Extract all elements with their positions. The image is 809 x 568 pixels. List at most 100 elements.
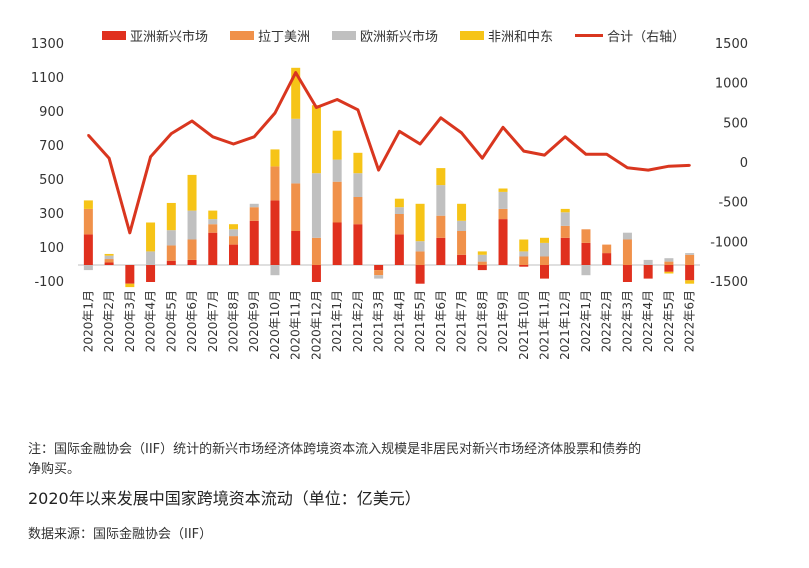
x-tick-3: 2020年4月 (144, 290, 158, 352)
bar-s2-14 (374, 275, 384, 279)
bar-s3-11 (311, 105, 321, 174)
bar-s0-2 (125, 265, 135, 284)
total-point-2 (128, 231, 132, 235)
legend-label-mea: 非洲和中东 (488, 30, 554, 45)
bar-s0-15 (394, 234, 404, 265)
total-point-29 (688, 164, 691, 167)
bar-s1-1 (104, 259, 114, 263)
x-tick-29: 2022年6月 (683, 290, 697, 352)
legend-swatch-asia (102, 31, 126, 40)
x-tick-5: 2020年6月 (185, 290, 199, 352)
bar-s1-4 (166, 245, 176, 261)
bar-s0-19 (477, 265, 487, 271)
y-right-tick-2: 500 (723, 116, 748, 131)
bar-s3-22 (540, 237, 549, 243)
x-tick-1: 2020年2月 (102, 290, 116, 352)
bar-s1-24 (581, 229, 591, 243)
y-right-tick-6: -1500 (710, 275, 748, 290)
bar-s1-18 (457, 231, 467, 255)
y-left-tick-0: 1300 (31, 37, 64, 52)
total-point-8 (253, 135, 256, 139)
bar-s3-1 (104, 253, 114, 256)
x-tick-26: 2022年3月 (620, 290, 634, 352)
bar-s0-27 (643, 265, 653, 279)
x-tick-18: 2021年7月 (455, 290, 469, 352)
bar-s3-21 (519, 239, 529, 252)
total-point-16 (418, 142, 422, 146)
y-left-tick-5: 300 (39, 207, 64, 222)
total-point-22 (543, 153, 546, 157)
bar-s0-18 (457, 254, 467, 265)
bar-s2-21 (519, 251, 529, 257)
bar-s0-13 (353, 224, 363, 265)
bar-s3-20 (498, 188, 508, 192)
bar-s1-11 (311, 237, 321, 265)
bar-s3-3 (146, 222, 156, 252)
bar-s3-5 (187, 174, 197, 211)
bar-s2-15 (394, 207, 404, 214)
total-point-10 (294, 71, 297, 74)
x-tick-16: 2021年5月 (413, 290, 427, 352)
y-left-tick-2: 900 (39, 105, 64, 120)
total-point-13 (356, 108, 360, 112)
bar-s2-4 (166, 230, 176, 246)
x-tick-7: 2020年8月 (227, 290, 241, 352)
y-right-tick-1: 1000 (715, 77, 748, 92)
bar-s2-10 (291, 118, 301, 184)
x-tick-12: 2021年1月 (330, 290, 344, 352)
bar-s1-12 (332, 181, 342, 223)
bar-s2-17 (436, 185, 446, 216)
bar-s1-10 (291, 183, 301, 231)
bar-s0-8 (249, 220, 259, 265)
bar-s0-26 (622, 265, 632, 282)
bar-s0-1 (104, 262, 114, 265)
bar-s0-12 (332, 222, 342, 265)
bar-s0-23 (560, 237, 570, 265)
bar-s0-14 (374, 265, 384, 271)
bar-s1-20 (498, 208, 508, 220)
bar-s2-19 (477, 254, 487, 262)
total-point-27 (646, 168, 650, 172)
total-point-18 (460, 131, 463, 135)
total-point-3 (149, 155, 152, 158)
x-tick-25: 2022年2月 (600, 290, 614, 352)
x-tick-9: 2020年10月 (268, 290, 282, 360)
bar-s0-21 (519, 265, 529, 267)
legend-item-asia: 亚洲新兴市场 (102, 26, 208, 45)
total-point-23 (564, 135, 567, 139)
legend-item-latam: 拉丁美洲 (230, 26, 310, 45)
bar-s0-24 (581, 242, 591, 265)
legend-item-total: 合计（右轴） (575, 26, 685, 45)
bar-s0-6 (208, 232, 218, 265)
bar-s2-13 (353, 173, 363, 197)
chart-source: 数据来源：国际金融协会（IIF） (28, 527, 213, 542)
total-point-24 (584, 153, 588, 156)
bar-s1-14 (374, 270, 384, 276)
y-right-tick-5: -1000 (710, 235, 748, 250)
bar-s1-23 (560, 225, 570, 238)
x-tick-13: 2021年2月 (351, 290, 365, 352)
bar-s1-16 (415, 251, 425, 265)
bar-s3-7 (229, 224, 238, 230)
bar-s1-28 (664, 261, 674, 265)
y-left-tick-7: -100 (34, 275, 64, 290)
bar-s2-24 (581, 265, 591, 276)
bar-s2-29 (685, 253, 695, 255)
y-left-tick-6: 100 (39, 241, 64, 256)
y-right-tick-3: 0 (740, 156, 748, 171)
total-point-5 (190, 119, 194, 123)
x-tick-15: 2021年4月 (392, 290, 406, 352)
y-right-tick-0: 1500 (715, 37, 748, 52)
x-tick-10: 2020年11月 (289, 290, 303, 360)
bar-s0-0 (83, 234, 93, 265)
bar-s2-22 (540, 242, 549, 257)
x-tick-21: 2021年10月 (517, 290, 531, 360)
total-point-17 (439, 116, 443, 119)
chart-note: 注：国际金融协会（IIF）统计的新兴市场经济体跨境资本流入规模是非居民对新兴市场… (28, 442, 642, 477)
bar-s2-23 (560, 212, 570, 226)
bar-s2-5 (187, 210, 197, 240)
bar-s2-18 (457, 220, 467, 231)
bar-s2-16 (415, 241, 425, 252)
legend-label-total: 合计（右轴） (607, 30, 686, 45)
